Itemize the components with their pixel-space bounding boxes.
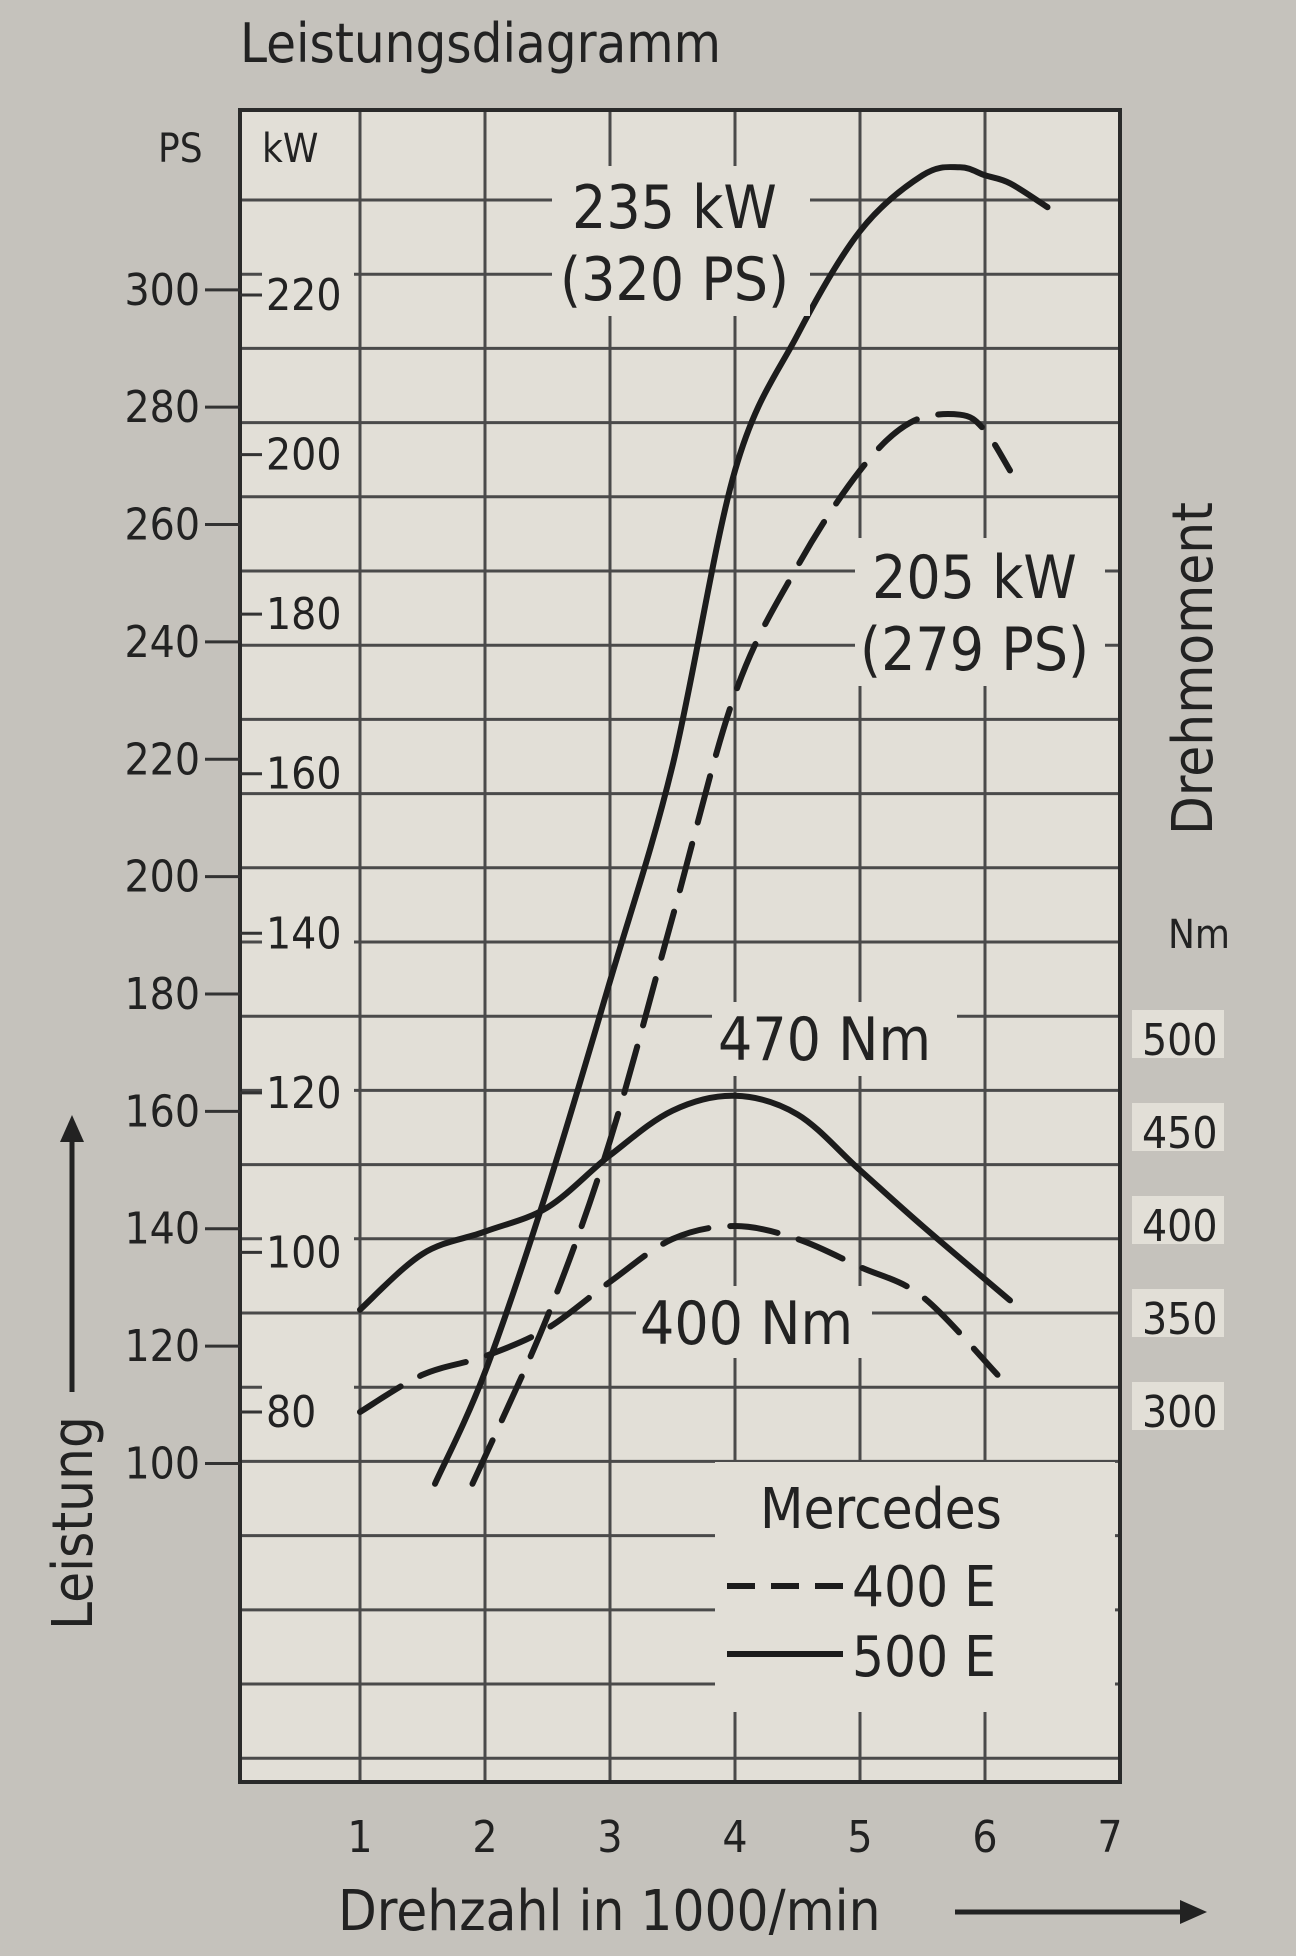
annotation-500e-torque: 470 Nm [712,1002,957,1076]
ps-tick-label: 280 [124,382,200,433]
legend-label-500e: 500 E [852,1625,996,1690]
annotation-500e-power: 235 kW (320 PS) [552,166,810,316]
kw-tick-label: 200 [266,430,342,481]
kw-tick-label: 80 [266,1387,316,1438]
x-tick-label: 2 [472,1812,497,1863]
nm-axis-ticks: 300 350 400 450 500 [1132,1010,1224,1438]
torque-curve-400e [357,1223,1001,1415]
nm-tick-background [1132,1103,1224,1151]
ps-tick-label: 120 [124,1321,200,1372]
kw-axis-ticks: 80 100 120 140 160 180 200 220 [240,265,354,1438]
kw-tick-label: 100 [266,1227,342,1278]
kw-tick-background [262,1222,354,1271]
x-axis-ticks: 1 2 3 4 5 6 7 [347,1812,1122,1863]
nm-unit-label: Nm [1168,912,1230,958]
annotation-400e-power-ps: (279 PS) [860,615,1089,685]
annotation-400e-torque-label: 400 Nm [640,1289,853,1359]
annotation-400e-torque: 400 Nm [636,1286,872,1359]
power-curve-400e [469,411,1013,1487]
ps-tick-label: 300 [124,265,200,316]
ps-tick-label: 260 [124,500,200,551]
nm-tick-background [1132,1010,1224,1058]
series-layer [357,164,1051,1487]
annotation-500e-power-kw: 235 kW [572,173,777,243]
x-tick-label: 3 [597,1812,622,1863]
annotation-400e-power-kw: 205 kW [872,543,1077,613]
y-axis-label-left: Leistung [41,1416,106,1630]
kw-tick-background [262,584,354,633]
kw-tick-background [262,424,354,473]
ps-axis-ticks: 100 120 140 160 180 200 220 240 260 280 300 [124,265,240,1489]
ps-unit-label: PS [158,126,203,172]
nm-tick-label: 500 [1142,1015,1218,1066]
x-tick-label: 4 [722,1812,747,1863]
nm-tick-label: 350 [1142,1294,1218,1345]
nm-tick-background [1132,1289,1224,1337]
x-tick-label: 5 [847,1812,872,1863]
x-tick-label: 6 [972,1812,997,1863]
nm-tick-background [1132,1196,1224,1244]
nm-tick-label: 300 [1142,1387,1218,1438]
kw-tick-background [262,903,354,952]
ps-tick-label: 160 [124,1086,200,1137]
x-tick-label: 7 [1097,1812,1122,1863]
x-axis-arrow-head [1180,1900,1207,1924]
annotation-500e-power-ps: (320 PS) [560,245,789,315]
x-tick-label: 1 [347,1812,372,1863]
nm-tick-label: 400 [1142,1201,1218,1252]
legend: Mercedes 400 E 500 E [715,1462,1115,1712]
nm-tick-background [1132,1382,1224,1430]
kw-tick-background [262,265,354,313]
kw-tick-background [262,743,354,792]
ps-tick-label: 220 [124,734,200,785]
x-axis-label: Drehzahl in 1000/min [338,1879,881,1944]
kw-tick-label: 120 [266,1068,342,1119]
kw-unit-label: kW [262,126,318,172]
chart-title: Leistungsdiagramm [240,12,721,75]
kw-tick-label: 220 [266,270,342,321]
legend-title: Mercedes [760,1477,1002,1542]
ps-tick-label: 100 [124,1438,200,1489]
ps-tick-label: 180 [124,969,200,1020]
kw-tick-label: 140 [266,908,342,959]
ps-tick-label: 240 [124,617,200,668]
kw-tick-background [262,1382,354,1430]
nm-tick-label: 450 [1142,1108,1218,1159]
plot-frame [238,108,1122,1784]
torque-curve-500e [357,1092,1013,1313]
ps-tick-label: 200 [124,852,200,903]
annotation-500e-torque-label: 470 Nm [718,1005,931,1075]
ps-tick-label: 140 [124,1204,200,1255]
y-axis-arrow-head [60,1115,84,1142]
y-axis-label-right: Drehmoment [1161,502,1226,835]
kw-tick-label: 180 [266,589,342,640]
kw-tick-label: 160 [266,749,342,800]
kw-tick-background [262,1062,354,1111]
legend-label-400e: 400 E [852,1555,996,1620]
annotation-400e-power: 205 kW (279 PS) [855,538,1105,686]
